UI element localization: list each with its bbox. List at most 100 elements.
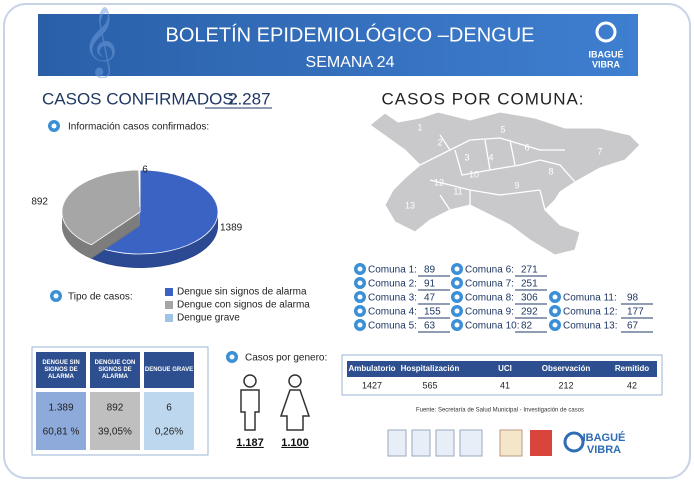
confirmed-value: 2.287 <box>228 89 271 108</box>
care-table-frame <box>341 354 663 396</box>
table-body-cell <box>144 392 194 450</box>
logo-badge <box>459 429 483 457</box>
map-borders <box>419 134 576 211</box>
pin-icon <box>357 280 363 286</box>
table-cell: 60,81 % <box>43 427 80 438</box>
table-cell: 892 <box>107 403 124 414</box>
legend-swatch <box>165 288 173 296</box>
comuna-cases: 292 <box>521 307 538 318</box>
pin-icon <box>357 308 363 314</box>
care-table-value: 41 <box>500 380 510 390</box>
comuna-label: Comuna 1: <box>368 265 417 276</box>
comuna-label: Comuna 7: <box>465 279 514 290</box>
comuna-cases: 91 <box>424 279 436 290</box>
care-table-value: 212 <box>558 380 573 390</box>
source: Fuente: Secretaría de Salud Municipal - … <box>416 408 584 414</box>
legend-label: Dengue grave <box>177 313 240 324</box>
comuna-label: Comuna 8: <box>465 293 514 304</box>
logo-icon <box>595 21 617 43</box>
logo-text: IBAGUÉ <box>588 49 623 59</box>
gender-value: 1.187 <box>236 437 264 449</box>
comuna-label: Comuna 2: <box>368 279 417 290</box>
legend-swatch <box>165 301 173 309</box>
table-cell: 1.389 <box>48 403 73 414</box>
comuna-cases: 251 <box>521 279 538 290</box>
pin-icon <box>51 123 57 129</box>
map-number: 12 <box>434 177 444 187</box>
legend-label: Dengue sin signos de alarma <box>177 287 307 298</box>
pie-slice <box>138 164 141 208</box>
care-table-header: Ambulatorio <box>348 364 395 373</box>
pin-icon <box>552 322 558 328</box>
care-table-header: Observación <box>542 364 591 373</box>
table-header-cell <box>144 352 194 388</box>
comuna-label: Comuna 12: <box>563 307 617 318</box>
comuna-cases: 67 <box>627 321 639 332</box>
table-frame <box>31 346 209 456</box>
comuna-label: Comuna 10: <box>465 321 519 332</box>
map-number: 8 <box>548 166 553 176</box>
pin-icon <box>53 293 59 299</box>
map-number: 2 <box>437 137 442 147</box>
person-body <box>279 389 311 431</box>
pin-icon <box>357 266 363 272</box>
person-head <box>288 374 302 388</box>
comuna-label: Comuna 11: <box>563 293 617 304</box>
care-table-header-band <box>347 361 657 377</box>
map-number: 9 <box>514 180 519 190</box>
map-area <box>369 111 641 256</box>
logo-badge <box>435 429 455 457</box>
pin-icon <box>552 294 558 300</box>
map-number: 10 <box>469 169 479 179</box>
header-ornament: 𝄞 <box>82 7 117 78</box>
legend-label: Dengue con signos de alarma <box>177 300 310 311</box>
map-number: 6 <box>524 142 529 152</box>
map-number: 3 <box>464 152 469 162</box>
header-subtitle: SEMANA 24 <box>306 54 395 71</box>
map-number: 1 <box>417 122 422 132</box>
comuna-cases: 63 <box>424 321 436 332</box>
map-number: 4 <box>488 152 493 162</box>
comuna-label: Comuna 9: <box>465 307 514 318</box>
comuna-label: Comuna 3: <box>368 293 417 304</box>
care-table-value: 1427 <box>362 380 382 390</box>
header-band <box>38 14 638 76</box>
logo-text: IBAGUÉ <box>583 431 626 444</box>
logo-badge <box>387 429 407 457</box>
comuna-cases: 82 <box>521 321 533 332</box>
care-table-header: Hospitalización <box>401 364 460 373</box>
comuna-cases: 306 <box>521 293 538 304</box>
care-table-header: UCI <box>498 364 512 373</box>
comuna-cases: 177 <box>627 307 644 318</box>
map-number: 13 <box>405 200 415 210</box>
comuna-cases: 271 <box>521 265 538 276</box>
table-header: DENGUE GRAVE <box>145 367 193 373</box>
table-cell: 39,05% <box>98 427 132 438</box>
pin-icon <box>454 322 460 328</box>
logo-badge <box>499 429 523 457</box>
header-title: BOLETÍN EPIDEMIOLÓGICO –DENGUE <box>166 23 535 46</box>
logo-badge <box>530 430 552 456</box>
comuna-label: Comuna 13: <box>563 321 617 332</box>
map-number: 11 <box>453 186 462 196</box>
comunas-title: CASOS POR COMUNA: <box>381 89 584 108</box>
pin-icon <box>454 294 460 300</box>
comuna-cases: 155 <box>424 307 441 318</box>
table-header-cell <box>90 352 140 388</box>
pin-icon <box>357 294 363 300</box>
footer-logos: IBAGUÉ VIBRA <box>387 429 626 457</box>
pie-value-label: 1389 <box>220 223 243 234</box>
legend-swatch <box>165 314 173 322</box>
pie-subtitle: Información casos confirmados: <box>68 122 209 133</box>
care-table-value: 565 <box>422 380 437 390</box>
logo-badge <box>411 429 431 457</box>
logo-icon <box>563 431 585 453</box>
pin-icon <box>357 322 363 328</box>
pin-icon <box>552 308 558 314</box>
map-number: 5 <box>500 124 505 134</box>
pie-value-label: 6 <box>142 165 148 176</box>
pie-value-label: 892 <box>31 197 48 208</box>
person-body <box>240 389 260 431</box>
confirmed-label: CASOS CONFIRMADOS: <box>42 89 238 108</box>
